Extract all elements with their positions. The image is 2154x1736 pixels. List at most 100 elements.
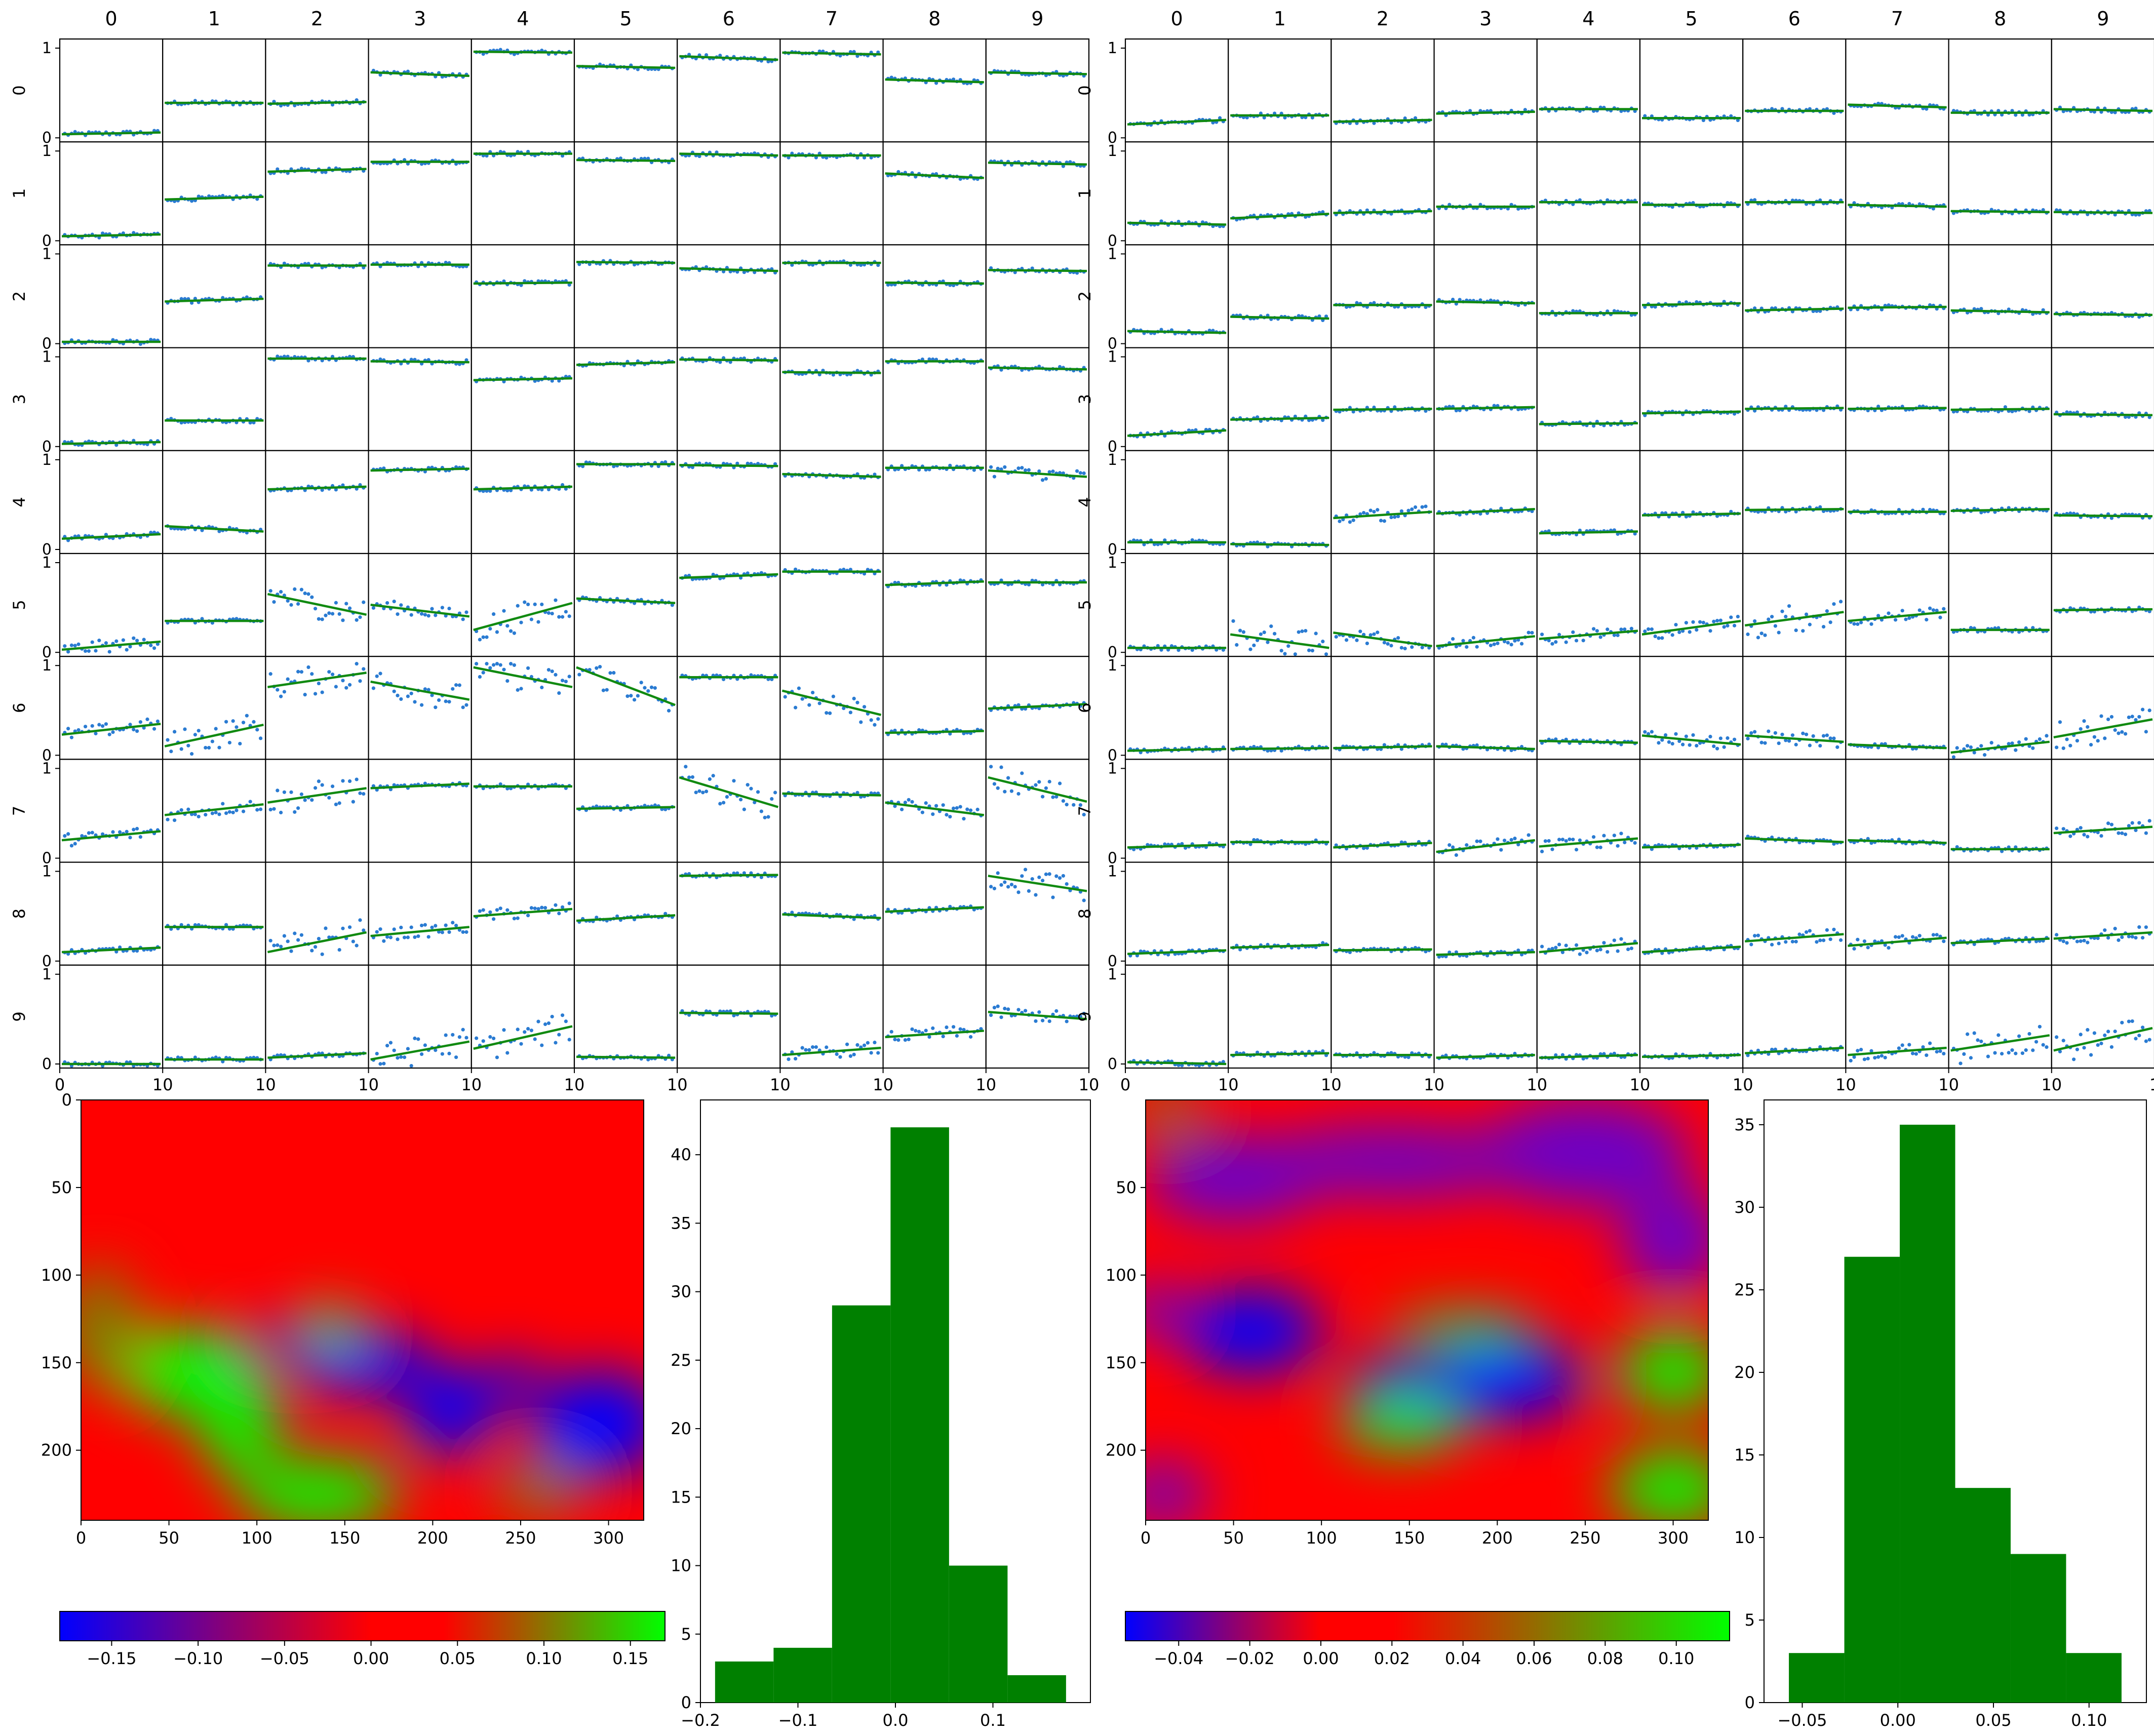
data-point — [375, 1051, 379, 1056]
data-point — [1496, 641, 1500, 645]
data-point — [355, 662, 359, 666]
data-point — [1708, 629, 1712, 633]
scatter-cell — [779, 759, 884, 863]
cell-frame — [59, 964, 164, 1069]
data-point — [1722, 625, 1726, 629]
data-point — [341, 679, 345, 683]
data-point — [554, 1041, 558, 1045]
data-point — [142, 638, 146, 642]
data-point — [1300, 629, 1304, 634]
col-header: 3 — [1479, 8, 1492, 30]
cell-frame — [1639, 38, 1744, 143]
data-point — [1773, 624, 1778, 628]
data-point — [347, 925, 352, 929]
cell-frame — [1228, 141, 1332, 246]
data-point — [1365, 641, 1369, 646]
data-point — [347, 779, 352, 783]
data-point — [1027, 468, 1031, 472]
data-point — [396, 612, 400, 616]
data-point — [1770, 615, 1774, 619]
fit-line — [2053, 312, 2153, 317]
data-point — [1061, 799, 1065, 803]
data-point — [1338, 519, 1342, 523]
scatter-cell — [779, 347, 884, 451]
cell-frame — [882, 347, 987, 451]
data-point — [464, 1036, 468, 1040]
cell-frame — [1330, 38, 1435, 143]
data-point — [866, 1041, 870, 1045]
data-point — [999, 1015, 1003, 1019]
y-tick-label: 0 — [42, 1055, 52, 1073]
col-header: 0 — [1171, 8, 1183, 30]
data-point — [605, 688, 609, 692]
data-point — [272, 600, 276, 604]
data-point — [399, 1055, 403, 1059]
data-point — [214, 727, 218, 731]
cell-frame — [368, 656, 472, 760]
fit-line — [1848, 407, 1947, 410]
data-point — [924, 1029, 928, 1033]
cell-frame — [985, 553, 1090, 657]
data-point — [1321, 640, 1325, 644]
data-point — [385, 601, 389, 605]
scatter-cell — [882, 656, 987, 760]
data-point — [434, 924, 438, 928]
data-point — [701, 791, 705, 795]
cell-frame — [1124, 450, 1229, 555]
y-tick-label: 1 — [1108, 245, 1117, 263]
data-point — [461, 617, 465, 621]
y-tick-label: 1 — [42, 966, 52, 983]
data-point — [704, 53, 709, 57]
scatter-cell — [882, 964, 987, 1069]
data-point — [378, 672, 382, 676]
data-point — [440, 606, 444, 610]
data-point — [403, 935, 407, 939]
col-header: 6 — [723, 8, 735, 30]
data-point — [94, 649, 98, 653]
cell-frame — [1845, 244, 1949, 348]
data-point — [1629, 626, 1633, 630]
data-point — [557, 1033, 561, 1037]
data-point — [272, 943, 276, 948]
data-point — [800, 697, 804, 701]
data-point — [330, 612, 335, 616]
data-point — [1016, 466, 1021, 470]
data-point — [1413, 505, 1418, 509]
data-point — [478, 675, 482, 679]
cell-frame — [162, 964, 266, 1069]
data-point — [917, 1030, 921, 1034]
scatter-cell — [368, 656, 472, 760]
data-point — [193, 733, 198, 737]
cell-frame — [2051, 38, 2154, 143]
x-tick-label: 10 — [667, 1075, 688, 1094]
scatter-cell — [162, 450, 266, 555]
data-point — [873, 723, 877, 727]
data-point — [241, 721, 246, 725]
data-point — [728, 360, 732, 364]
data-point — [320, 690, 324, 694]
data-point — [423, 613, 427, 617]
data-point — [1564, 640, 1568, 644]
data-point — [149, 643, 153, 647]
cell-frame — [1742, 553, 1847, 657]
cell-frame — [573, 861, 678, 966]
scatter-cell — [1536, 38, 1641, 143]
data-point — [1410, 507, 1414, 511]
cell-frame — [162, 38, 266, 143]
scatter-cell — [1742, 347, 1847, 451]
data-point — [399, 925, 403, 930]
data-point — [299, 587, 304, 591]
scatter-cell — [368, 244, 472, 348]
data-point — [234, 725, 239, 729]
data-point — [179, 808, 183, 812]
data-point — [334, 685, 338, 689]
scatter-cell — [573, 861, 678, 966]
scatter-cell — [368, 861, 472, 966]
data-point — [276, 354, 280, 359]
data-point — [276, 943, 280, 947]
data-point — [910, 800, 914, 804]
cell-frame — [882, 450, 987, 555]
data-point — [1801, 629, 1805, 633]
data-point — [378, 357, 382, 362]
data-point — [1804, 612, 1809, 616]
